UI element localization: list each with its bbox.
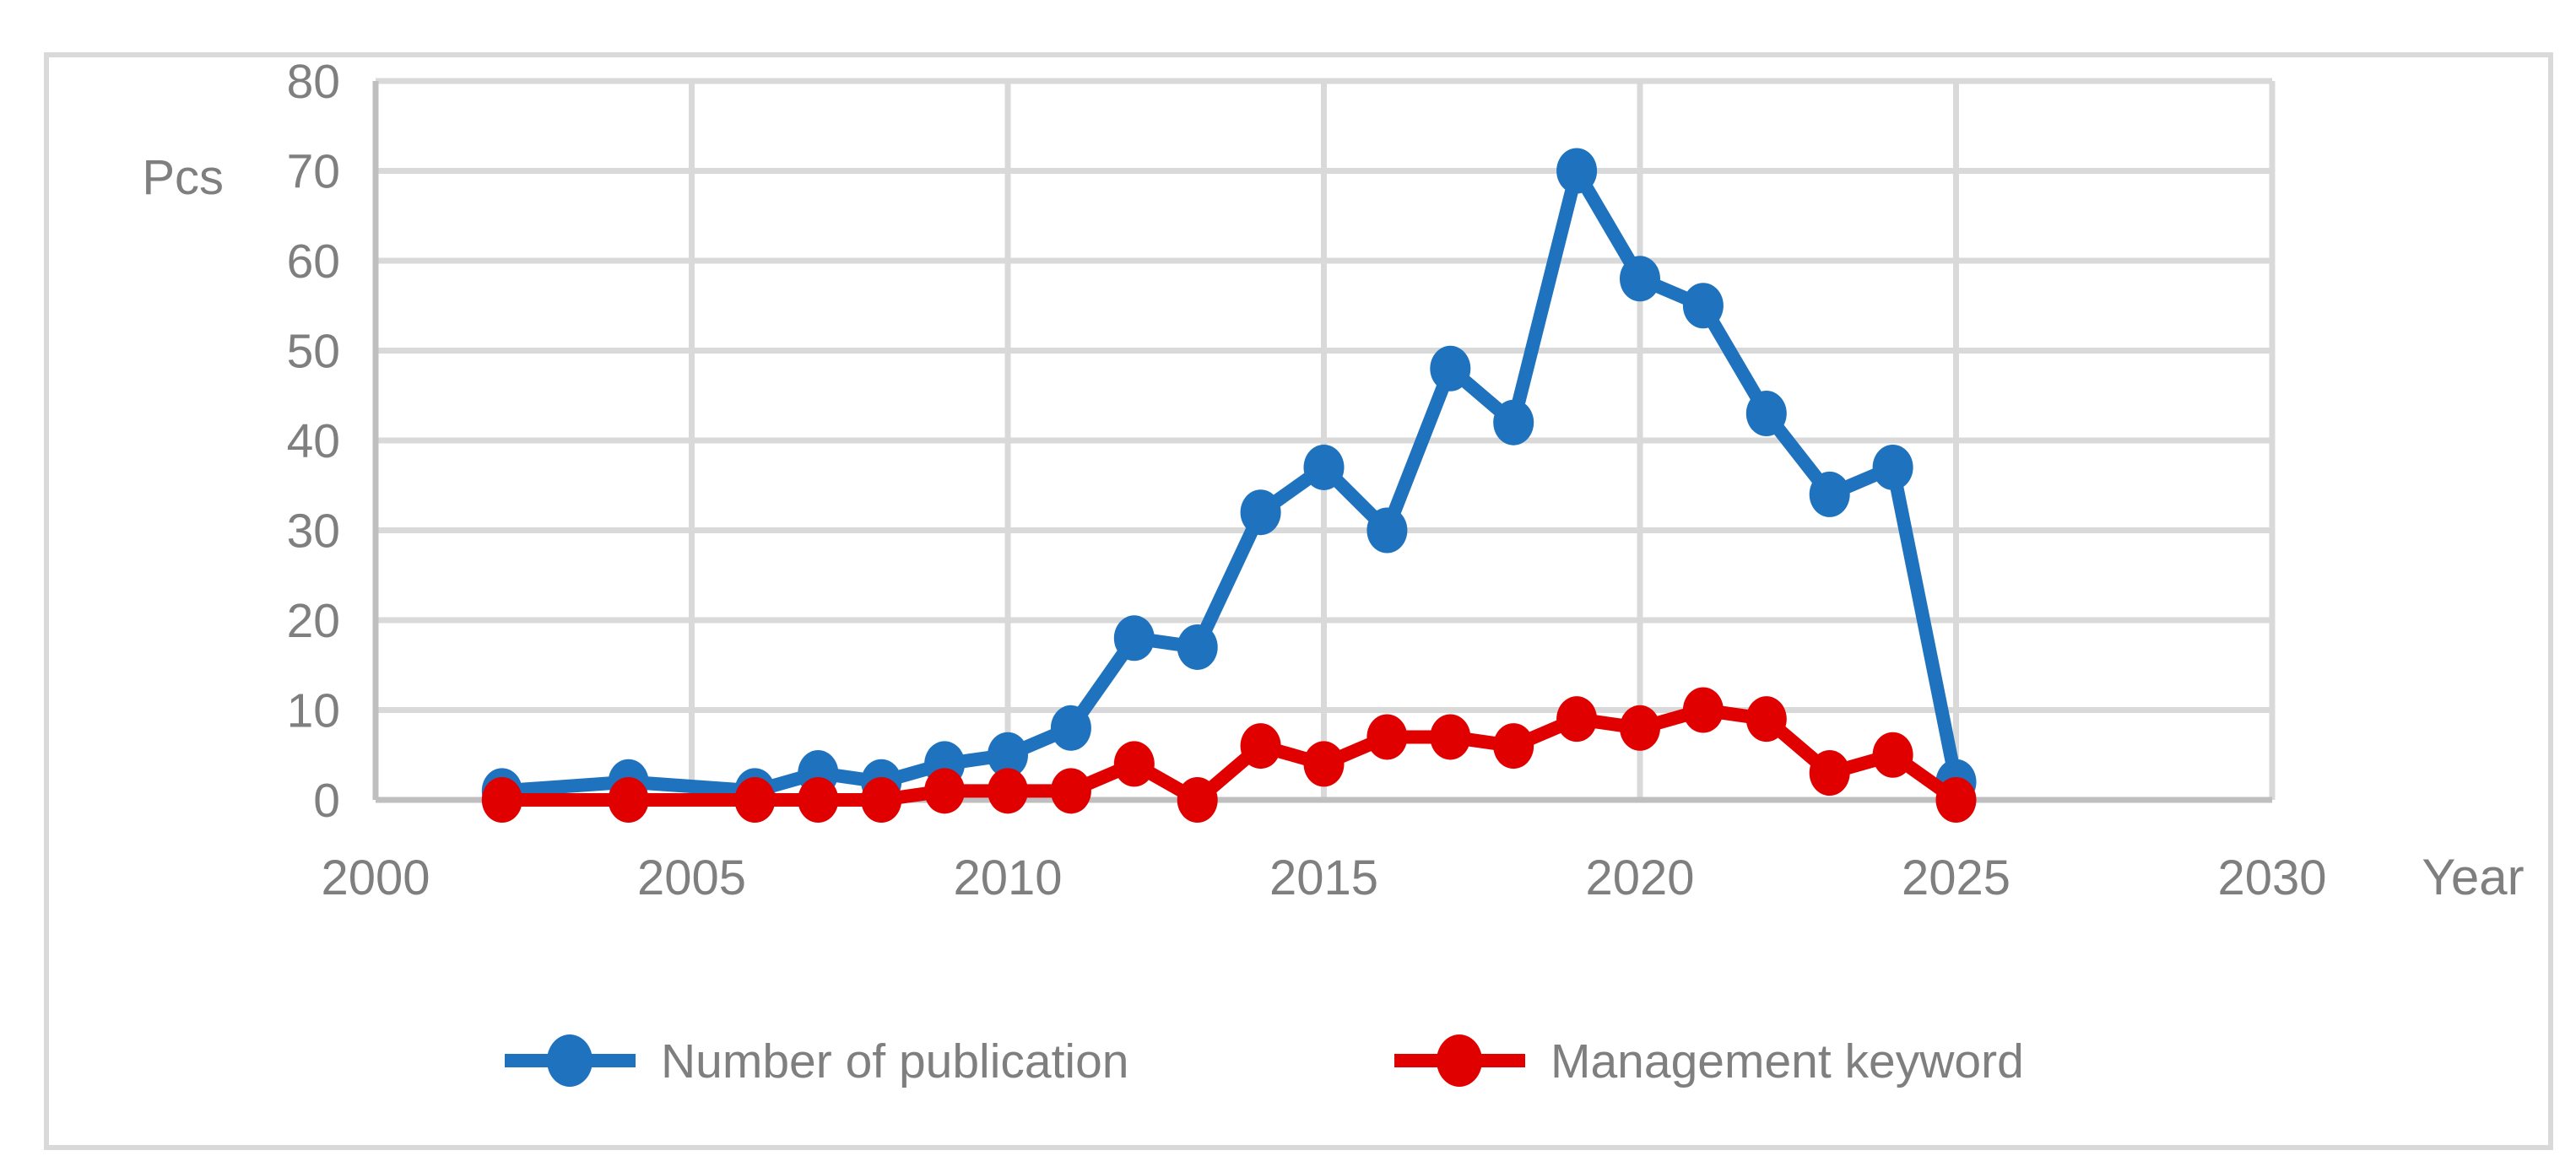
data-point [1050,768,1091,814]
x-tick-label: 2030 [2217,851,2326,905]
x-tick-label: 2000 [321,851,430,905]
data-point [734,777,776,823]
data-point [1493,399,1534,446]
data-point [1303,444,1345,490]
data-point [1240,489,1281,536]
data-point [1113,615,1155,662]
data-series [481,148,1977,823]
data-point [1872,444,1913,490]
x-tick-label: 2015 [1269,851,1378,905]
data-point [798,777,839,823]
legend-label-keyword: Management keyword [1550,1034,2024,1088]
x-tick-label: 2010 [953,851,1062,905]
legend-dot-red-icon [1437,1034,1482,1087]
y-tick-label: 30 [287,505,340,559]
figure-border [44,52,2553,1150]
y-tick-label: 60 [287,235,340,289]
data-point [1935,777,1977,823]
data-point [1745,696,1787,743]
data-point [1430,345,1471,392]
data-point [1366,714,1408,760]
data-point [988,768,1028,814]
legend-dot-blue-icon [547,1034,593,1087]
data-point [1366,507,1408,554]
data-point [1050,705,1091,751]
data-point [1556,148,1598,194]
data-point [1620,705,1660,751]
legend: Number of publication Management keyword [505,1034,2024,1088]
data-point [1303,741,1345,787]
data-point [1809,750,1850,797]
data-point [1113,741,1155,787]
data-point [1745,391,1787,437]
y-tick-label: 40 [287,414,340,468]
x-axis-title: Year [2422,849,2524,905]
series-management-keyword [481,687,1977,823]
data-point [1682,283,1724,329]
y-axis-title: Pcs [142,150,224,205]
data-point [1682,687,1724,733]
data-point [1240,723,1281,770]
data-point [988,732,1028,778]
data-point [1177,624,1218,670]
data-point [1177,777,1218,823]
x-tick-label: 2005 [637,851,746,905]
legend-item-management-keyword: Management keyword [1394,1034,2024,1088]
y-tick-label: 20 [287,594,340,648]
data-point [1872,732,1913,778]
data-line [495,164,1963,798]
legend-item-number-of-publication: Number of publication [505,1034,1128,1088]
y-tick-label: 0 [313,774,340,828]
data-point [1620,256,1660,302]
data-point [1809,471,1850,517]
x-tick-label: 2020 [1585,851,1694,905]
gridlines [376,78,2276,800]
data-point [481,777,522,823]
y-tick-label: 50 [287,325,340,379]
data-point [924,768,966,814]
data-point [1556,696,1598,743]
data-point [1493,723,1534,770]
data-line [495,703,1963,807]
data-point [608,777,649,823]
data-point [861,777,902,823]
x-tick-label: 2025 [1902,851,2010,905]
data-point [1430,714,1471,760]
y-tick-label: 80 [287,55,340,109]
y-tick-label: 10 [287,684,340,738]
y-tick-label: 70 [287,145,340,199]
legend-label-publications: Number of publication [661,1034,1128,1088]
